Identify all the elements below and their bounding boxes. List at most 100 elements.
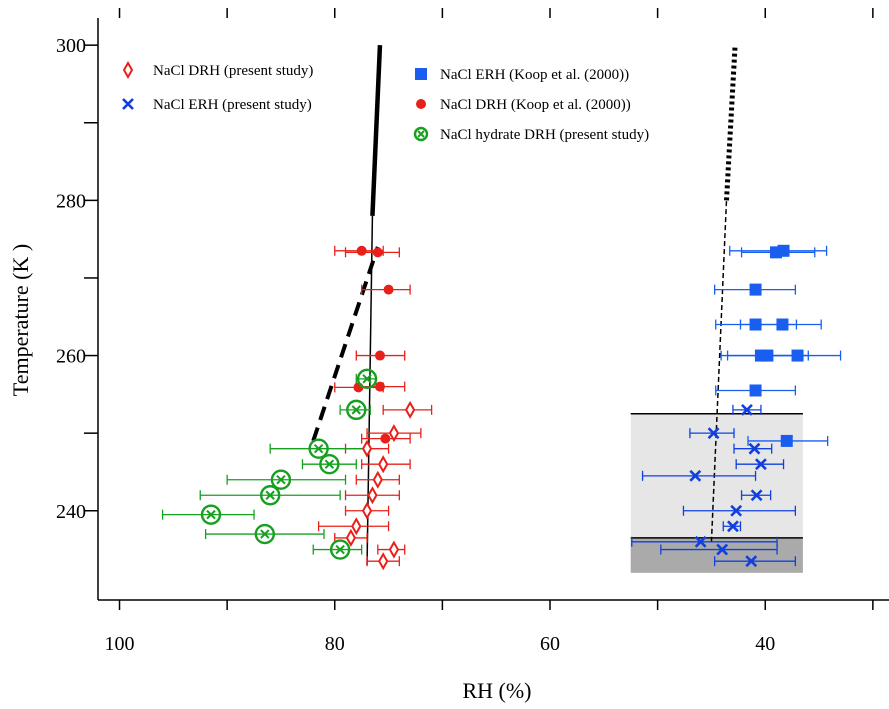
series-3-point-8-shape — [791, 349, 804, 362]
series-5-point-9 — [329, 539, 351, 560]
series-1-point-6 — [367, 486, 378, 505]
legend-right-3-marker-cross — [417, 130, 425, 138]
shaded-region-2 — [630, 537, 803, 573]
legend-left-1: NaCl DRH (present study) — [122, 60, 313, 80]
series-3-point-4 — [749, 318, 762, 331]
x-axis-title: RH (%) — [462, 678, 531, 703]
ticks-layer: 100 80 60 40 240 260 280 300 — [56, 8, 874, 655]
series-2-point-10-shape — [716, 543, 729, 556]
legend-left-1-marker — [122, 60, 134, 80]
series-5-point-6-ring — [259, 485, 281, 506]
legend-left-2-marker — [122, 98, 134, 110]
series-1-point-6-shape — [367, 486, 378, 505]
series-5-point-2-cross — [351, 405, 361, 415]
series-4-point-3 — [383, 284, 394, 295]
series-5-point-5-ring — [270, 469, 292, 490]
legend-right-3-marker-ring — [413, 126, 429, 142]
series-3-point-10 — [780, 434, 793, 447]
series-3-point-2-shape — [770, 246, 782, 259]
series-3-point-3-shape — [749, 283, 762, 296]
series-2-point-11-shape — [745, 555, 758, 568]
series-1-point-9-shape — [345, 528, 357, 547]
series-1-point-3-shape — [361, 439, 373, 458]
series-5-point-1-ring — [356, 368, 378, 390]
series-5-point-8-ring — [254, 523, 276, 545]
legend-left-2-marker-shape — [122, 98, 134, 110]
series-5-point-8-cross — [260, 529, 270, 539]
series-5-point-3-ring — [308, 438, 329, 459]
legend-right-3-marker — [413, 126, 429, 142]
legend-left-2: NaCl ERH (present study) — [122, 97, 312, 113]
series-1-point-11 — [378, 552, 389, 571]
series-1-point-11-shape — [378, 552, 389, 571]
y-tick-label-1: 240 — [56, 501, 86, 523]
series-4-point-2 — [356, 245, 367, 256]
series-2-point-7-shape — [730, 504, 743, 517]
series-3-point-7-shape — [754, 349, 767, 362]
series-2-point-6 — [750, 489, 763, 502]
series-4-point-7 — [380, 433, 391, 444]
legend-right-1-label: NaCl ERH (Koop et al. (2000)) — [440, 67, 629, 83]
series-5-point-4-ring — [319, 454, 340, 475]
series-5-point-1-cross — [362, 374, 372, 384]
axes-layer — [97, 18, 889, 601]
legend-right-3-label: NaCl hydrate DRH (present study) — [440, 127, 649, 143]
series-5-point-6 — [259, 485, 281, 506]
series-5-point-6-cross — [265, 490, 275, 500]
series-1-point-8 — [351, 517, 362, 536]
series-1-point-1 — [404, 400, 416, 419]
series-4-point-5-shape — [374, 381, 385, 392]
series-1-point-9 — [345, 528, 357, 547]
series-2-point-11 — [745, 555, 758, 568]
series-2-point-7 — [730, 504, 743, 517]
series-1-point-5 — [372, 470, 383, 489]
series-2-point-4-shape — [755, 458, 767, 471]
series-4-point-5 — [374, 381, 385, 392]
trend-line-5 — [723, 45, 738, 201]
series-1-point-8-shape — [351, 517, 362, 536]
series-1-point-4 — [378, 455, 389, 474]
series-3-point-7 — [754, 349, 767, 362]
series-2-point-6-shape — [750, 489, 763, 502]
series-1-point-3 — [361, 439, 373, 458]
series-2-point-9 — [694, 535, 707, 548]
series-4-point-1-shape — [372, 247, 383, 258]
series-3-point-1 — [777, 244, 790, 257]
series-4-point-2-shape — [356, 245, 367, 256]
legend-right-2-label: NaCl DRH (Koop et al. (2000)) — [440, 97, 631, 113]
y-tick-label-4: 300 — [56, 35, 86, 57]
series-5-point-7-ring — [200, 504, 222, 525]
legend-left-1-label: NaCl DRH (present study) — [153, 63, 313, 79]
series-3-point-2 — [770, 246, 782, 259]
series-5-point-2 — [346, 399, 367, 421]
markers-layer — [200, 244, 804, 571]
series-2-point-3 — [748, 442, 761, 455]
series-4-point-3-shape — [383, 284, 394, 295]
legend-right-2: NaCl DRH (Koop et al. (2000)) — [416, 97, 631, 113]
series-3-point-4-shape — [749, 318, 762, 331]
trend-line-2 — [370, 45, 383, 216]
y-tick-label-3: 280 — [56, 190, 86, 212]
series-1-point-2 — [388, 424, 400, 443]
y-tick-label-2: 260 — [56, 346, 86, 368]
series-3-point-1-shape — [777, 244, 790, 257]
series-2-point-1 — [741, 403, 753, 416]
series-5-point-9-ring — [329, 539, 351, 560]
series-1-point-7-shape — [361, 501, 373, 520]
trend-lines-layer — [311, 45, 738, 566]
legend-right-1-marker-shape — [415, 68, 427, 80]
series-3-point-5 — [776, 318, 789, 331]
series-2-point-8-shape — [727, 520, 739, 533]
series-5-point-7-cross — [206, 509, 216, 520]
series-5-point-4-cross — [324, 459, 335, 469]
legend-right-3: NaCl hydrate DRH (present study) — [413, 126, 649, 143]
trend-line-4 — [710, 200, 728, 542]
series-5-point-9-cross — [335, 544, 345, 555]
x-tick-label-3: 60 — [540, 633, 560, 655]
series-1-point-1-shape — [404, 400, 416, 419]
series-3-point-10-shape — [780, 434, 793, 447]
series-5-point-8 — [254, 523, 276, 545]
legend: NaCl DRH (present study) NaCl ERH (presen… — [122, 60, 649, 143]
series-3-point-8 — [791, 349, 804, 362]
